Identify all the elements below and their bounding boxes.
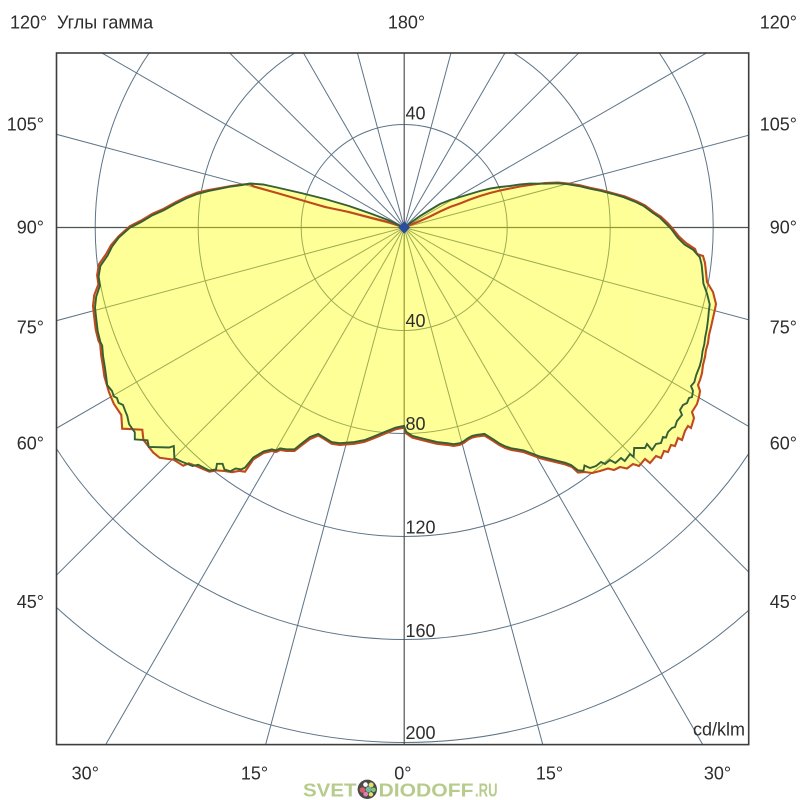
svg-text:90°: 90° (770, 218, 797, 238)
svg-text:75°: 75° (17, 318, 44, 338)
svg-text:40: 40 (406, 104, 426, 124)
svg-text:120°: 120° (760, 13, 797, 33)
svg-text:Углы гамма: Углы гамма (57, 13, 154, 33)
svg-text:160: 160 (406, 621, 436, 641)
svg-text:15°: 15° (241, 764, 268, 784)
svg-text:200: 200 (406, 723, 436, 743)
svg-text:DIODOFF: DIODOFF (379, 781, 474, 800)
svg-text:.RU: .RU (475, 780, 498, 800)
svg-text:30°: 30° (72, 764, 99, 784)
svg-text:120°: 120° (10, 13, 47, 33)
svg-text:90°: 90° (17, 218, 44, 238)
svg-text:105°: 105° (7, 115, 44, 135)
svg-text:15°: 15° (536, 764, 563, 784)
svg-text:cd/klm: cd/klm (693, 720, 745, 740)
svg-text:180°: 180° (388, 13, 425, 33)
svg-text:80: 80 (406, 414, 426, 434)
svg-text:120: 120 (406, 518, 436, 538)
svg-text:SVET: SVET (303, 781, 357, 800)
svg-text:45°: 45° (770, 592, 797, 612)
svg-text:60°: 60° (17, 434, 44, 454)
svg-text:75°: 75° (770, 318, 797, 338)
svg-text:0°: 0° (394, 764, 411, 784)
svg-text:60°: 60° (770, 434, 797, 454)
svg-text:30°: 30° (704, 764, 731, 784)
svg-text:40: 40 (406, 311, 426, 331)
svg-text:105°: 105° (760, 115, 797, 135)
svg-text:45°: 45° (17, 592, 44, 612)
